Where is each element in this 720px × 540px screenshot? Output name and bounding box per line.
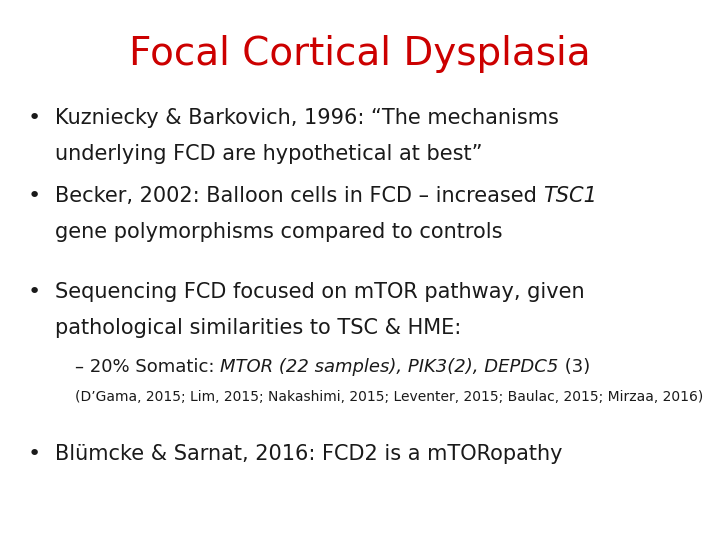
Text: •: •	[28, 444, 41, 464]
Text: Blümcke & Sarnat, 2016: FCD2 is a mTORopathy: Blümcke & Sarnat, 2016: FCD2 is a mTORop…	[55, 444, 562, 464]
Text: underlying FCD are hypothetical at best”: underlying FCD are hypothetical at best”	[55, 144, 482, 164]
Text: MTOR (22 samples), PIK3(2), DEPDC5: MTOR (22 samples), PIK3(2), DEPDC5	[220, 358, 559, 376]
Text: Focal Cortical Dysplasia: Focal Cortical Dysplasia	[129, 35, 591, 73]
Text: Sequencing FCD focused on mTOR pathway, given: Sequencing FCD focused on mTOR pathway, …	[55, 282, 585, 302]
Text: TSC1: TSC1	[544, 186, 598, 206]
Text: •: •	[28, 108, 41, 128]
Text: pathological similarities to TSC & HME:: pathological similarities to TSC & HME:	[55, 318, 462, 338]
Text: gene polymorphisms compared to controls: gene polymorphisms compared to controls	[55, 222, 503, 242]
Text: •: •	[28, 282, 41, 302]
Text: (D’Gama, 2015; Lim, 2015; Nakashimi, 2015; Leventer, 2015; Baulac, 2015; Mirzaa,: (D’Gama, 2015; Lim, 2015; Nakashimi, 201…	[75, 390, 703, 404]
Text: (3): (3)	[559, 358, 590, 376]
Text: Becker, 2002: Balloon cells in FCD – increased: Becker, 2002: Balloon cells in FCD – inc…	[55, 186, 544, 206]
Text: •: •	[28, 186, 41, 206]
Text: Kuzniecky & Barkovich, 1996: “The mechanisms: Kuzniecky & Barkovich, 1996: “The mechan…	[55, 108, 559, 128]
Text: – 20% Somatic:: – 20% Somatic:	[75, 358, 220, 376]
